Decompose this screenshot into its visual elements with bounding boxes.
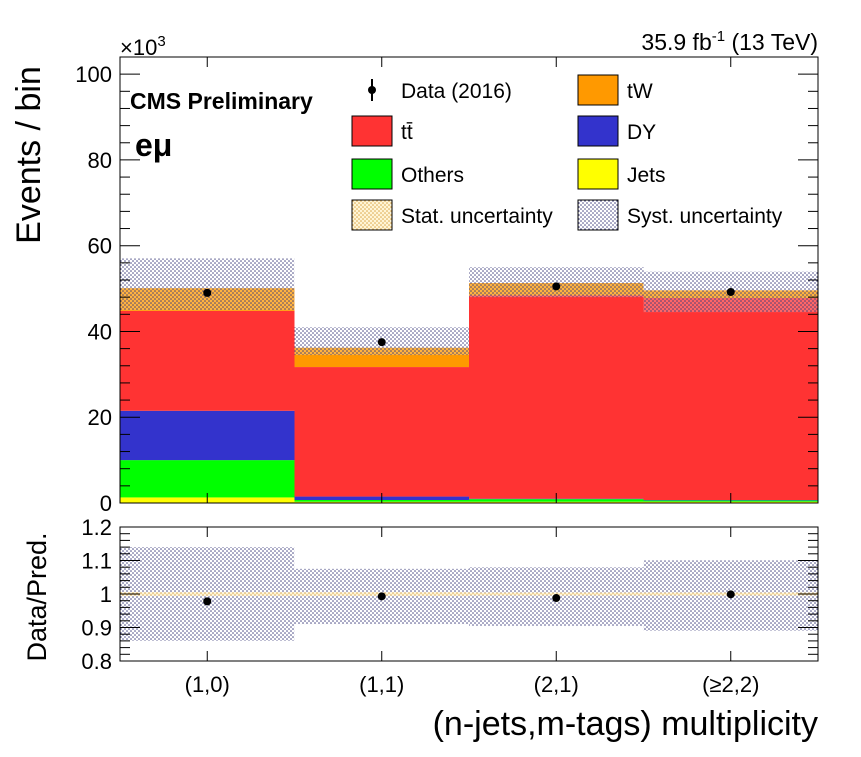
y-tick-label: 0 xyxy=(100,491,112,516)
ratio-point xyxy=(378,592,386,600)
x-tick-label: (≥2,2) xyxy=(702,672,759,697)
legend-entry: Syst. uncertainty xyxy=(578,200,783,230)
legend-entry: tt̄ xyxy=(352,116,413,146)
legend-swatch xyxy=(352,116,392,146)
y-tick-label: 20 xyxy=(88,405,112,430)
y-tick-label: 100 xyxy=(75,62,112,87)
bar-segment xyxy=(120,411,295,460)
legend-entry: DY xyxy=(578,116,656,146)
y-tick-label: 60 xyxy=(88,234,112,259)
legend-marker xyxy=(368,86,376,94)
ratio-y-tick-label: 1.1 xyxy=(81,549,112,574)
ratio-y-axis-label: Data/Pred. xyxy=(22,532,52,661)
legend-label: Data (2016) xyxy=(401,80,512,103)
bar-segment xyxy=(469,295,644,498)
x-tick-label: (2,1) xyxy=(534,672,579,697)
data-point xyxy=(378,338,386,346)
x-tick-label: (1,0) xyxy=(185,672,230,697)
y-multiplier: ×103 xyxy=(120,33,166,60)
legend-swatch xyxy=(352,200,392,230)
bar-segment xyxy=(120,460,295,497)
legend-swatch xyxy=(578,159,618,189)
channel-label: eμ xyxy=(135,127,172,163)
y-multiplier-exponent: 3 xyxy=(157,33,165,50)
legend-swatch xyxy=(578,116,618,146)
ratio-panel: 0.8 0.9 1 1.1 1.2 (1,0) (1,1) (2,1) (≥2,2) xyxy=(81,515,818,697)
y-tick-label: 80 xyxy=(88,148,112,173)
luminosity-exponent: -1 xyxy=(712,28,725,45)
stacked-bars xyxy=(120,283,818,503)
luminosity-value: 35.9 fb xyxy=(641,29,711,55)
syst-band xyxy=(469,267,644,297)
ratio-y-tick-label: 0.8 xyxy=(81,649,112,674)
legend-label: tW xyxy=(627,80,653,103)
data-point xyxy=(552,282,560,290)
cms-label: CMS Preliminary xyxy=(130,88,313,114)
legend-entry: Stat. uncertainty xyxy=(352,200,553,230)
legend-label: Others xyxy=(401,164,464,187)
syst-band xyxy=(120,259,295,310)
y-tick-label: 40 xyxy=(88,319,112,344)
legend-entry: Jets xyxy=(578,159,666,189)
legend-entry: Data (2016) xyxy=(368,79,512,103)
data-point xyxy=(203,289,211,297)
y-multiplier-base: ×10 xyxy=(120,35,157,60)
legend-label: DY xyxy=(627,121,656,144)
luminosity-label: 35.9 fb-1 (13 TeV) xyxy=(641,28,818,55)
legend-swatch xyxy=(578,200,618,230)
ratio-stat-band xyxy=(120,592,295,595)
y-axis-label: Events / bin xyxy=(10,66,48,244)
legend-swatch xyxy=(352,159,392,189)
data-point xyxy=(727,288,735,296)
legend-swatch xyxy=(578,75,618,105)
legend-label: Jets xyxy=(627,164,666,187)
ratio-y-tick-label: 0.9 xyxy=(81,616,112,641)
ratio-y-tick-label: 1 xyxy=(100,582,112,607)
legend-label: tt̄ xyxy=(401,121,413,144)
ratio-point xyxy=(552,594,560,602)
legend-entry: tW xyxy=(578,75,653,105)
ratio-uncertainty-bands xyxy=(120,547,818,641)
ratio-point xyxy=(727,590,735,598)
bar-segment xyxy=(295,367,470,497)
legend-entry: Others xyxy=(352,159,464,189)
energy-label: (13 TeV) xyxy=(725,29,818,55)
ratio-y-tick-label: 1.2 xyxy=(81,515,112,540)
legend-label: Stat. uncertainty xyxy=(401,205,553,228)
bar-segment xyxy=(120,311,295,411)
main-panel: 0 20 40 60 80 100 xyxy=(75,57,818,516)
bar-segment xyxy=(644,298,819,500)
x-tick-label: (1,1) xyxy=(359,672,404,697)
legend: Data (2016) tW tt̄ DY Others Jets Stat. uncert… xyxy=(352,75,783,230)
legend-label: Syst. uncertainty xyxy=(627,205,783,228)
ratio-point xyxy=(203,597,211,605)
x-axis-label: (n-jets,m-tags) multiplicity xyxy=(433,705,818,743)
